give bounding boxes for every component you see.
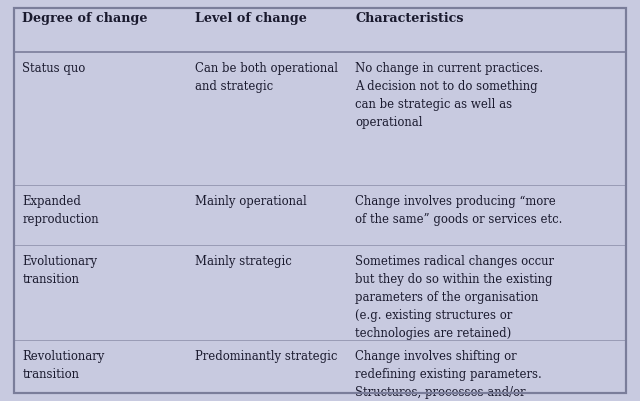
Text: Predominantly strategic: Predominantly strategic bbox=[195, 350, 337, 363]
Text: No change in current practices.
A decision not to do something
can be strategic : No change in current practices. A decisi… bbox=[355, 62, 543, 129]
Text: Mainly operational: Mainly operational bbox=[195, 195, 307, 208]
Text: Status quo: Status quo bbox=[22, 62, 86, 75]
Text: Can be both operational
and strategic: Can be both operational and strategic bbox=[195, 62, 338, 93]
Text: Sometimes radical changes occur
but they do so within the existing
parameters of: Sometimes radical changes occur but they… bbox=[355, 255, 554, 340]
Text: Expanded
reproduction: Expanded reproduction bbox=[22, 195, 99, 226]
Text: Degree of change: Degree of change bbox=[22, 12, 148, 25]
FancyBboxPatch shape bbox=[14, 8, 626, 393]
Text: Mainly strategic: Mainly strategic bbox=[195, 255, 292, 268]
Text: Revolutionary
transition: Revolutionary transition bbox=[22, 350, 105, 381]
Text: Characteristics: Characteristics bbox=[355, 12, 464, 25]
Text: Change involves producing “more
of the same” goods or services etc.: Change involves producing “more of the s… bbox=[355, 195, 563, 226]
Text: Evolutionary
transition: Evolutionary transition bbox=[22, 255, 97, 286]
Text: Change involves shifting or
redefining existing parameters.
Structures, processe: Change involves shifting or redefining e… bbox=[355, 350, 542, 401]
Text: Level of change: Level of change bbox=[195, 12, 307, 25]
